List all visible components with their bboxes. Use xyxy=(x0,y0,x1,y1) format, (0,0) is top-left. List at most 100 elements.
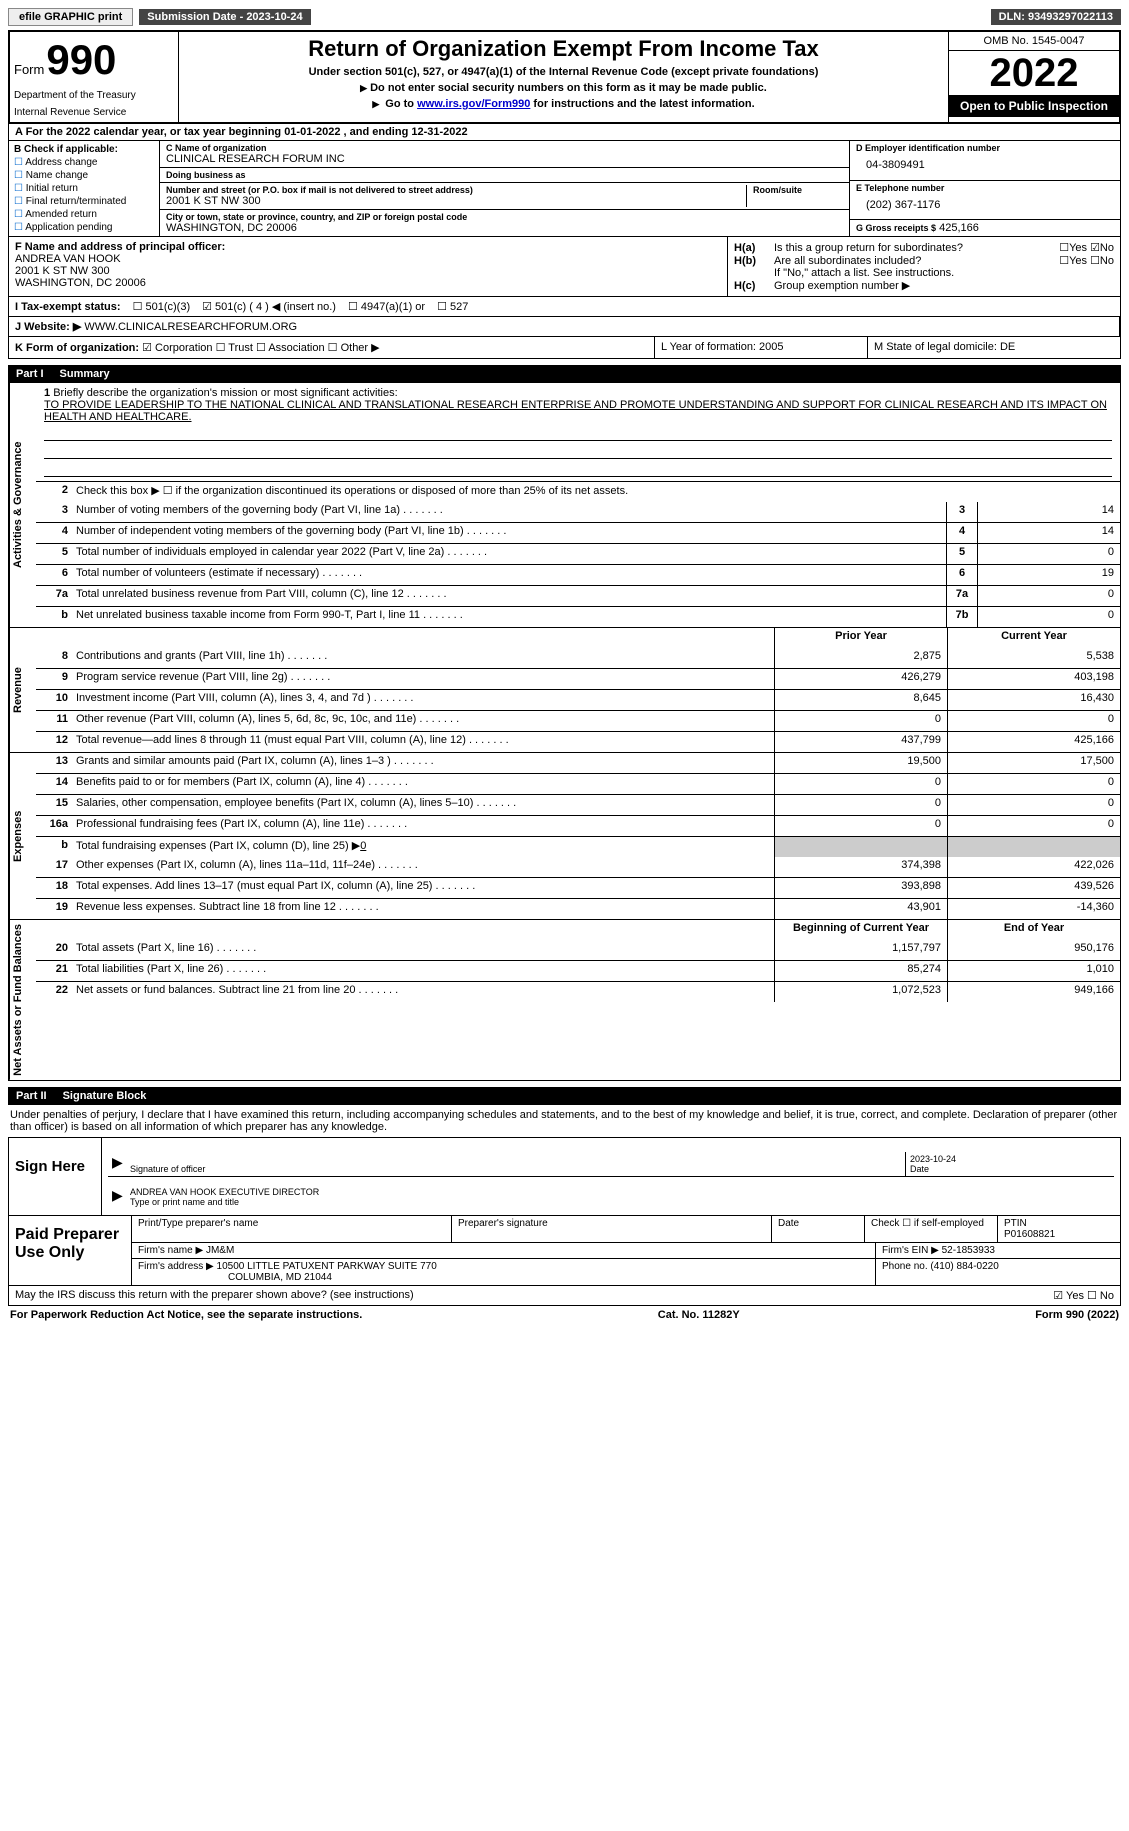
hb-label: Are all subordinates included? xyxy=(774,255,1059,267)
cb-final[interactable]: Final return/terminated xyxy=(14,196,154,207)
year-formation: L Year of formation: 2005 xyxy=(655,337,868,358)
line4-val: 14 xyxy=(977,523,1120,543)
open-public: Open to Public Inspection xyxy=(949,95,1119,117)
line11-py: 0 xyxy=(774,711,947,731)
line10-py: 8,645 xyxy=(774,690,947,710)
prep-date-label: Date xyxy=(772,1216,865,1242)
perjury-text: Under penalties of perjury, I declare th… xyxy=(8,1105,1121,1137)
section-BCDE: B Check if applicable: Address change Na… xyxy=(8,141,1121,237)
paid-prep-label: Paid Preparer Use Only xyxy=(9,1216,132,1285)
section-governance: Activities & Governance 1 Briefly descri… xyxy=(8,383,1121,628)
section-expenses: Expenses 13Grants and similar amounts pa… xyxy=(8,753,1121,920)
paid-preparer-block: Paid Preparer Use Only Print/Type prepar… xyxy=(8,1216,1121,1286)
ptin: P01608821 xyxy=(1004,1229,1055,1240)
hdr-boy: Beginning of Current Year xyxy=(774,920,947,940)
line22-label: Net assets or fund balances. Subtract li… xyxy=(72,982,774,1002)
line15-label: Salaries, other compensation, employee b… xyxy=(72,795,774,815)
ein: 04-3809491 xyxy=(856,153,1114,177)
firm-name: JM&M xyxy=(206,1245,234,1256)
phone-label: Phone no. xyxy=(882,1261,928,1272)
cb-name[interactable]: Name change xyxy=(14,170,154,181)
line18-cy: 439,526 xyxy=(947,878,1120,898)
gross: 425,166 xyxy=(939,222,979,234)
line22-cy: 949,166 xyxy=(947,982,1120,1002)
f-label: F Name and address of principal officer: xyxy=(15,241,721,253)
street: 2001 K ST NW 300 xyxy=(166,195,746,207)
line16a-py: 0 xyxy=(774,816,947,836)
tax-year: 2022 xyxy=(949,51,1119,95)
officer-name: ANDREA VAN HOOK xyxy=(15,253,721,265)
ein-label: D Employer identification number xyxy=(856,143,1114,153)
dba-label: Doing business as xyxy=(166,170,843,180)
cb-amended[interactable]: Amended return xyxy=(14,209,154,220)
firm-addr-label: Firm's address ▶ xyxy=(138,1261,214,1272)
omb-number: OMB No. 1545-0047 xyxy=(949,32,1119,51)
line8-label: Contributions and grants (Part VIII, lin… xyxy=(72,648,774,668)
k-other: Other ▶ xyxy=(341,342,380,354)
ptin-label: PTIN xyxy=(1004,1218,1027,1229)
efile-tag: efile GRAPHIC print xyxy=(8,8,133,26)
row-K: K Form of organization: ☑ Corporation ☐ … xyxy=(8,337,1121,359)
city: WASHINGTON, DC 20006 xyxy=(166,222,843,234)
line10-cy: 16,430 xyxy=(947,690,1120,710)
form-word: Form xyxy=(14,62,44,77)
cb-pending[interactable]: Application pending xyxy=(14,222,154,233)
line14-py: 0 xyxy=(774,774,947,794)
line5-label: Total number of individuals employed in … xyxy=(72,544,946,564)
line3-val: 14 xyxy=(977,502,1120,522)
irs-link[interactable]: www.irs.gov/Form990 xyxy=(417,98,530,110)
row-I: I Tax-exempt status: ☐ 501(c)(3) ☑ 501(c… xyxy=(8,297,1121,317)
hdr-eoy: End of Year xyxy=(947,920,1120,940)
line16a-cy: 0 xyxy=(947,816,1120,836)
org-name: CLINICAL RESEARCH FORUM INC xyxy=(166,153,843,165)
line13-cy: 17,500 xyxy=(947,753,1120,773)
part2-header: Part II Signature Block xyxy=(8,1087,1121,1105)
line8-py: 2,875 xyxy=(774,648,947,668)
vtab-rev: Revenue xyxy=(9,628,36,752)
j-label: J Website: ▶ xyxy=(15,321,81,333)
line9-label: Program service revenue (Part VIII, line… xyxy=(72,669,774,689)
line14-label: Benefits paid to or for members (Part IX… xyxy=(72,774,774,794)
footer: For Paperwork Reduction Act Notice, see … xyxy=(8,1306,1121,1324)
line16b-label: Total fundraising expenses (Part IX, col… xyxy=(76,840,360,852)
line17-cy: 422,026 xyxy=(947,857,1120,877)
tel-label: E Telephone number xyxy=(856,183,1114,193)
i-4947: 4947(a)(1) or xyxy=(361,301,425,313)
city-label: City or town, state or province, country… xyxy=(166,212,843,222)
prep-sig-label: Preparer's signature xyxy=(452,1216,772,1242)
prep-check-label: Check ☐ if self-employed xyxy=(865,1216,998,1242)
lineb-val: 0 xyxy=(977,607,1120,627)
lineb-label: Net unrelated business taxable income fr… xyxy=(72,607,946,627)
hdr-py: Prior Year xyxy=(774,628,947,648)
street-label: Number and street (or P.O. box if mail i… xyxy=(166,185,746,195)
line20-py: 1,157,797 xyxy=(774,940,947,960)
section-revenue: Revenue Prior Year Current Year 8Contrib… xyxy=(8,628,1121,753)
state-domicile: M State of legal domicile: DE xyxy=(868,337,1120,358)
line18-label: Total expenses. Add lines 13–17 (must eq… xyxy=(72,878,774,898)
dept: Department of the Treasury xyxy=(14,90,174,101)
form-number: 990 xyxy=(46,36,116,84)
line13-py: 19,500 xyxy=(774,753,947,773)
phone: (410) 884-0220 xyxy=(930,1261,998,1272)
form-title: Return of Organization Exempt From Incom… xyxy=(185,36,942,62)
line17-py: 374,398 xyxy=(774,857,947,877)
vtab-gov: Activities & Governance xyxy=(9,383,36,627)
cb-address[interactable]: Address change xyxy=(14,157,154,168)
line17-label: Other expenses (Part IX, column (A), lin… xyxy=(72,857,774,877)
officer-sig-name: ANDREA VAN HOOK EXECUTIVE DIRECTOR xyxy=(130,1187,319,1197)
k-label: K Form of organization: xyxy=(15,342,139,354)
line8-cy: 5,538 xyxy=(947,648,1120,668)
i-501c3: 501(c)(3) xyxy=(145,301,190,313)
h-note: If "No," attach a list. See instructions… xyxy=(734,267,1114,279)
firm-label: Firm's name ▶ xyxy=(138,1245,203,1256)
vtab-net: Net Assets or Fund Balances xyxy=(9,920,36,1080)
line21-py: 85,274 xyxy=(774,961,947,981)
subtitle-1: Under section 501(c), 527, or 4947(a)(1)… xyxy=(185,66,942,78)
prep-name-label: Print/Type preparer's name xyxy=(132,1216,452,1242)
tel: (202) 367-1176 xyxy=(856,193,1114,217)
cb-initial[interactable]: Initial return xyxy=(14,183,154,194)
line10-label: Investment income (Part VIII, column (A)… xyxy=(72,690,774,710)
dln: DLN: 93493297022113 xyxy=(991,9,1121,25)
line15-py: 0 xyxy=(774,795,947,815)
k-trust: Trust xyxy=(228,342,253,354)
